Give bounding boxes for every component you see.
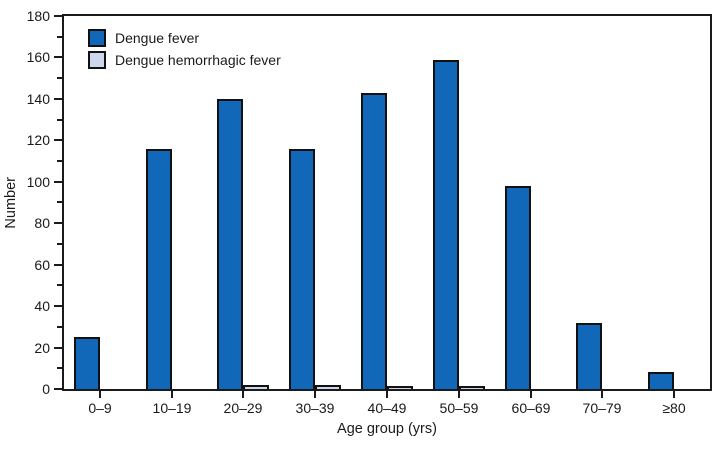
y-tick-label: 40: [34, 298, 50, 314]
y-tick-label: 60: [34, 257, 50, 273]
y-major-tick: [54, 347, 62, 349]
y-minor-tick: [57, 36, 62, 38]
y-major-tick: [54, 305, 62, 307]
bar-dengue-fever: [576, 323, 602, 389]
x-tick: [458, 391, 460, 398]
y-major-tick: [54, 56, 62, 58]
y-axis-title-wrap: Number: [0, 14, 22, 391]
y-minor-tick: [57, 367, 62, 369]
x-tick-label: 60–69: [511, 400, 551, 416]
y-tick-label: 20: [34, 340, 50, 356]
x-tick-label: 10–19: [152, 400, 192, 416]
y-minor-tick: [57, 243, 62, 245]
x-tick: [530, 391, 532, 398]
y-minor-tick: [57, 119, 62, 121]
y-minor-tick: [57, 160, 62, 162]
plot-area: Dengue fever Dengue hemorrhagic fever: [62, 14, 712, 391]
y-minor-tick: [57, 284, 62, 286]
y-major-tick: [54, 181, 62, 183]
x-tick: [314, 391, 316, 398]
x-tick-label: 70–79: [582, 400, 622, 416]
y-tick-label: 0: [42, 381, 50, 397]
y-major-tick: [54, 388, 62, 390]
bar-dengue-hemorrhagic-fever: [459, 386, 485, 389]
y-major-tick: [54, 139, 62, 141]
x-tick-label: 0–9: [88, 400, 112, 416]
bar-dengue-hemorrhagic-fever: [243, 385, 269, 389]
x-tick: [601, 391, 603, 398]
bar-dengue-fever: [289, 149, 315, 389]
bar-dengue-fever: [146, 149, 172, 389]
x-tick: [99, 391, 101, 398]
legend-item-dengue-fever: Dengue fever: [88, 29, 281, 47]
y-major-tick: [54, 222, 62, 224]
y-tick-label: 140: [26, 91, 50, 107]
bar-dengue-fever: [433, 60, 459, 389]
x-tick: [386, 391, 388, 398]
y-major-tick: [54, 15, 62, 17]
bar-dengue-fever: [505, 186, 531, 389]
x-tick: [673, 391, 675, 398]
legend: Dengue fever Dengue hemorrhagic fever: [88, 29, 281, 69]
bar-dengue-fever: [217, 99, 243, 389]
x-tick-label: 40–49: [367, 400, 407, 416]
y-tick-label: 80: [34, 215, 50, 231]
y-major-tick: [54, 98, 62, 100]
y-minor-tick: [57, 326, 62, 328]
y-tick-label: 120: [26, 132, 50, 148]
y-major-tick: [54, 264, 62, 266]
x-tick: [171, 391, 173, 398]
legend-label-dengue-fever: Dengue fever: [115, 29, 200, 46]
y-minor-tick: [57, 77, 62, 79]
bar-dengue-hemorrhagic-fever: [315, 385, 341, 389]
bar-dengue-fever: [648, 372, 674, 389]
bar-dengue-fever: [74, 337, 100, 389]
x-tick-label: 20–29: [223, 400, 263, 416]
legend-label-dengue-hemorrhagic-fever: Dengue hemorrhagic fever: [115, 51, 281, 68]
x-tick: [242, 391, 244, 398]
legend-item-dengue-hemorrhagic-fever: Dengue hemorrhagic fever: [88, 51, 281, 69]
dengue-fever-swatch-icon: [88, 29, 106, 47]
x-axis-title: Age group (yrs): [337, 421, 437, 437]
bar-dengue-hemorrhagic-fever: [387, 386, 413, 389]
bar-dengue-fever: [361, 93, 387, 389]
y-minor-tick: [57, 201, 62, 203]
x-tick-label: 30–39: [295, 400, 335, 416]
y-tick-label: 160: [26, 49, 50, 65]
x-tick-label: 50–59: [439, 400, 479, 416]
y-tick-label: 100: [26, 174, 50, 190]
dengue-hemorrhagic-fever-swatch-icon: [88, 51, 106, 69]
y-tick-label: 180: [26, 8, 50, 24]
x-tick-label: ≥80: [662, 400, 686, 416]
